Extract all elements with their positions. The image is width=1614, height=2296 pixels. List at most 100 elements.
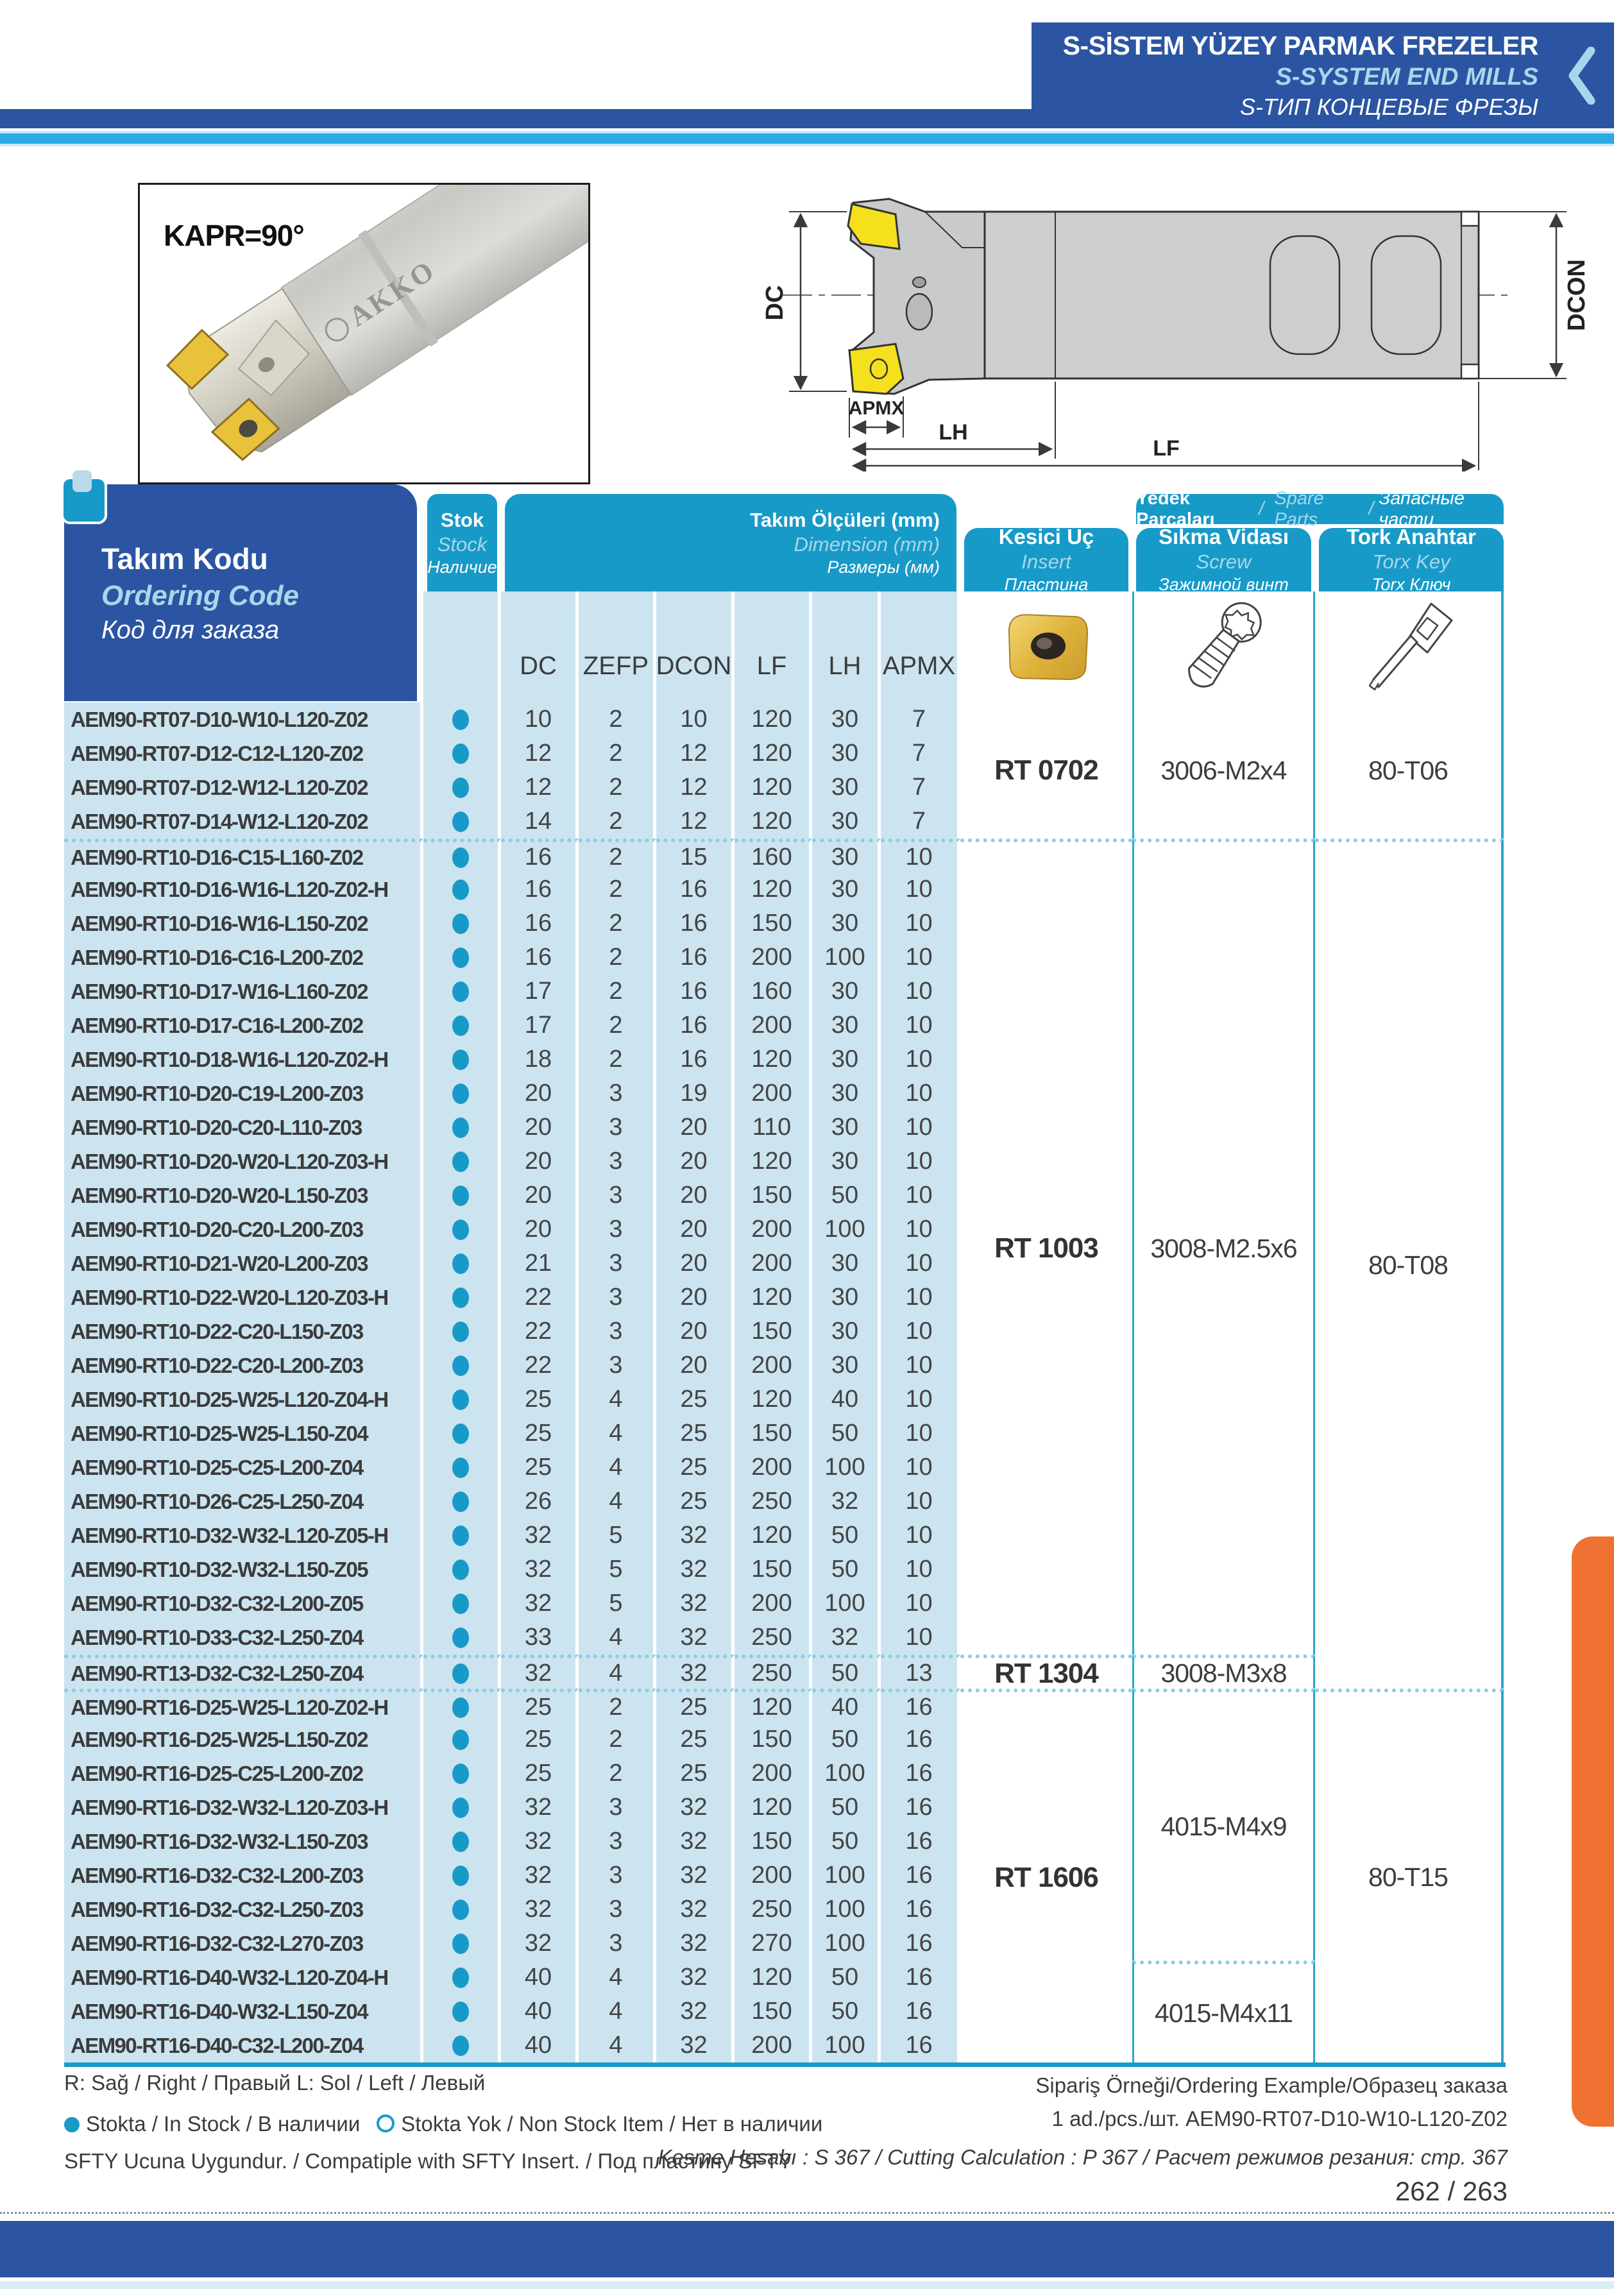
stock-cell [423, 1756, 501, 1790]
dim-value-cell: 32 [656, 1552, 735, 1586]
dim-value-cell: 20 [501, 1178, 579, 1212]
ordering-code-header: Takım Kodu Ordering Code Код для заказа [61, 470, 417, 701]
dim-value-cell: 200 [735, 1450, 812, 1484]
stock-cell [423, 1994, 501, 2028]
ordering-code-cell: AEM90-RT10-D16-W16-L120-Z02-H [64, 872, 423, 906]
dim-value-cell: 4 [579, 1620, 656, 1654]
dim-value-cell: 5 [579, 1586, 656, 1620]
column-label-band: DC ZEFP DCON LF LH APMX [64, 591, 1506, 702]
dim-value-cell: 12 [501, 736, 579, 770]
dim-value-cell: 100 [812, 1756, 881, 1790]
dim-value-cell: 120 [735, 736, 812, 770]
col-label-apmx: APMX [881, 591, 960, 702]
dim-value-cell: 270 [735, 1926, 812, 1960]
ordering-code-cell: AEM90-RT10-D20-C20-L110-Z03 [64, 1110, 423, 1144]
dimension-drawing: DC DCON APMX LH LF [763, 198, 1590, 472]
page-title-banner: S-SİSTEM YÜZEY PARMAK FREZELER S-SYSTEM … [1032, 22, 1614, 128]
ordering-code-cell: AEM90-RT16-D40-W32-L150-Z04 [64, 1994, 423, 2028]
dim-value-cell: 50 [812, 1518, 881, 1552]
in-stock-dot [452, 1287, 469, 1308]
dim-value-cell: 25 [656, 1416, 735, 1450]
dim-value-cell: 100 [812, 1858, 881, 1892]
dim-value-cell: 12 [656, 804, 735, 838]
in-stock-dot [452, 1763, 469, 1784]
dim-value-cell: 120 [735, 1960, 812, 1994]
dim-value-cell: 30 [812, 702, 881, 736]
dim-value-cell: 10 [881, 1484, 960, 1518]
dim-value-cell: 4 [579, 1382, 656, 1416]
ordering-code-cell: AEM90-RT10-D20-C19-L200-Z03 [64, 1076, 423, 1110]
footer-bar [0, 2221, 1614, 2277]
kapr-angle-label: KAPR=90° [164, 219, 305, 252]
dim-value-cell: 160 [735, 974, 812, 1008]
ordering-code-cell: AEM90-RT10-D33-C32-L250-Z04 [64, 1620, 423, 1654]
dim-value-cell: 200 [735, 2028, 812, 2062]
footer-pale-stripe [0, 2281, 1614, 2289]
product-photo: AKKO [138, 183, 590, 484]
ordering-code-cell: AEM90-RT10-D25-W25-L150-Z04 [64, 1416, 423, 1450]
dim-value-cell: 10 [881, 974, 960, 1008]
in-stock-dot [452, 1151, 469, 1172]
in-stock-dot [452, 1083, 469, 1104]
dim-value-cell: 4 [579, 1654, 656, 1688]
dim-label-dc: DC [763, 285, 788, 321]
dim-value-cell: 16 [656, 940, 735, 974]
dim-value-cell: 10 [881, 1178, 960, 1212]
dim-value-cell: 32 [656, 2028, 735, 2062]
stock-cell [423, 1280, 501, 1314]
dim-value-cell: 13 [881, 1654, 960, 1688]
dim-value-cell: 150 [735, 1314, 812, 1348]
ordering-code-cell: AEM90-RT16-D32-C32-L200-Z03 [64, 1858, 423, 1892]
dim-value-cell: 16 [881, 1824, 960, 1858]
dim-value-cell: 10 [881, 1246, 960, 1280]
dim-value-cell: 7 [881, 770, 960, 804]
ordering-code-cell: AEM90-RT10-D20-C20-L200-Z03 [64, 1212, 423, 1246]
product-table: Takım Kodu Ordering Code Код для заказа … [61, 470, 1506, 2067]
dim-value-cell: 4 [579, 1484, 656, 1518]
dim-value-cell: 12 [656, 770, 735, 804]
stock-cell [423, 1110, 501, 1144]
in-stock-dot [452, 777, 469, 798]
stock-cell [423, 1722, 501, 1756]
page-number: 262 / 263 [1395, 2176, 1508, 2206]
ordering-code-cell: AEM90-RT10-D22-W20-L120-Z03-H [64, 1280, 423, 1314]
dim-value-cell: 10 [881, 838, 960, 872]
ordering-code-cell: AEM90-RT10-D25-W25-L120-Z04-H [64, 1382, 423, 1416]
in-stock-dot [452, 1525, 469, 1546]
dim-value-cell: 16 [501, 940, 579, 974]
stock-header: Stok Stock Наличие [427, 494, 497, 591]
dim-value-cell: 100 [812, 1450, 881, 1484]
dim-value-cell: 25 [656, 1450, 735, 1484]
dim-value-cell: 50 [812, 1994, 881, 2028]
dim-value-cell: 32 [656, 1654, 735, 1688]
dim-value-cell: 2 [579, 1722, 656, 1756]
note-sfty: SFTY Ucuna Uygundur. / Compatiple with S… [64, 2149, 792, 2173]
stock-cell [423, 1586, 501, 1620]
stock-cell [423, 1008, 501, 1042]
dim-value-cell: 32 [656, 1586, 735, 1620]
ordering-code-header-tr: Takım Kodu [101, 541, 268, 575]
ordering-code-cell: AEM90-RT07-D10-W10-L120-Z02 [64, 702, 423, 736]
stock-cell [423, 1620, 501, 1654]
torx-code-cell: 80-T06 [1315, 702, 1504, 838]
dim-value-cell: 3 [579, 1280, 656, 1314]
dim-value-cell: 32 [656, 1518, 735, 1552]
ordering-code-cell: AEM90-RT10-D16-C15-L160-Z02 [64, 838, 423, 872]
dim-value-cell: 30 [812, 1144, 881, 1178]
in-stock-dot [452, 1049, 469, 1070]
in-stock-dot [452, 1831, 469, 1852]
dim-value-cell: 16 [881, 1756, 960, 1790]
dim-value-cell: 5 [579, 1518, 656, 1552]
page-title-en: S-SYSTEM END MILLS [1275, 63, 1538, 90]
page-index-tab [1572, 1536, 1614, 2127]
dim-value-cell: 7 [881, 736, 960, 770]
dim-value-cell: 50 [812, 1178, 881, 1212]
dim-value-cell: 16 [881, 1790, 960, 1824]
dim-value-cell: 32 [501, 1926, 579, 1960]
dim-value-cell: 250 [735, 1892, 812, 1926]
dim-value-cell: 30 [812, 1280, 881, 1314]
dim-value-cell: 100 [812, 940, 881, 974]
dim-label-lh: LH [939, 420, 967, 445]
dim-value-cell: 20 [656, 1348, 735, 1382]
ordering-code-cell: AEM90-RT16-D25-W25-L150-Z02 [64, 1722, 423, 1756]
